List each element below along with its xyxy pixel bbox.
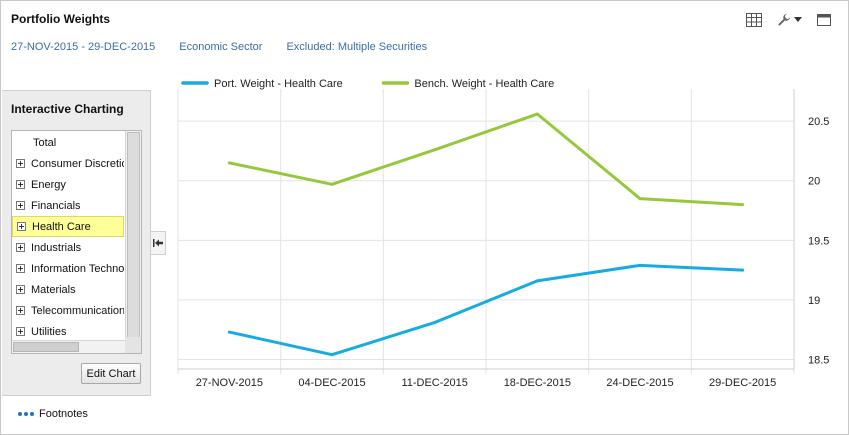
tree-item[interactable]: Consumer Discretionary [12,153,124,174]
tree-item[interactable]: Financials [12,195,124,216]
panel-title: Interactive Charting [11,102,124,116]
wrench-icon [777,14,790,26]
scrollbar-corner [125,337,141,353]
y-tick-label: 18.5 [808,354,829,366]
tree-item-label: Consumer Discretionary [31,157,124,170]
data-point[interactable] [741,268,745,272]
data-point[interactable] [330,182,334,186]
x-tick-label: 29-DEC-2015 [709,377,776,389]
tree-item-label: Information Technology [31,262,124,275]
x-tick-label: 24-DEC-2015 [606,377,673,389]
legend-label[interactable]: Bench. Weight - Health Care [414,78,554,90]
expand-plus-icon[interactable] [16,264,25,273]
x-tick-label: 04-DEC-2015 [298,377,365,389]
portfolio-weights-chart: 18.5 19 19.5 20 20.5 27-NOV-2015 04-DEC-2015 11… [177,78,829,389]
footnotes-label: Footnotes [39,408,88,420]
expand-plus-icon[interactable] [16,306,25,315]
tree-item-label: Utilities [31,325,67,338]
series-line [229,263,743,357]
tree-item[interactable]: Information Technology [12,258,124,279]
data-point[interactable] [433,148,437,152]
tree-item-label: Health Care [32,220,91,233]
data-point[interactable] [433,321,437,325]
collapse-left-icon [153,239,163,247]
x-tick-label: 27-NOV-2015 [196,377,263,389]
filter-summary: 27-NOV-2015 - 29-DEC-2015 Economic Secto… [11,41,427,53]
tree-item[interactable]: Telecommunication Services [12,300,124,321]
dropdown-caret-icon [793,17,802,22]
tree-vertical-scrollbar[interactable] [125,131,141,339]
widget-toolbar [744,11,834,29]
tree-item-label: Total [33,136,57,149]
y-tick-label: 19.5 [808,235,829,247]
data-point[interactable] [535,279,539,283]
y-tick-label: 20 [808,176,820,188]
x-tick-label: 18-DEC-2015 [504,377,571,389]
expand-plus-icon[interactable] [16,159,25,168]
data-point[interactable] [638,197,642,201]
expand-plus-icon[interactable] [16,180,25,189]
tree-item-label: Energy [31,178,66,191]
widget-title: Portfolio Weights [11,12,111,26]
tree-item-label: Industrials [31,241,82,254]
tree-item[interactable]: Materials [12,279,124,300]
expand-plus-icon[interactable] [16,243,25,252]
expand-plus-icon[interactable] [17,222,26,231]
data-point[interactable] [535,112,539,116]
data-point[interactable] [227,330,231,334]
y-tick-label: 19 [808,295,820,307]
collapse-panel-button[interactable] [150,231,166,255]
data-point[interactable] [227,161,231,165]
expand-plus-icon[interactable] [16,201,25,210]
footnotes-link[interactable]: Footnotes [18,408,88,420]
maximize-icon[interactable] [814,11,834,29]
data-point[interactable] [741,203,745,207]
table-icon[interactable] [744,11,764,29]
date-range-link[interactable]: 27-NOV-2015 - 29-DEC-2015 [11,41,156,53]
interactive-charting-panel: Interactive Charting Total Consumer Discr… [2,90,151,396]
tree-item[interactable]: Health Care [12,216,124,237]
edit-chart-button[interactable]: Edit Chart [81,363,141,384]
tree-item[interactable]: Total [12,132,124,153]
legend-label[interactable]: Port. Weight - Health Care [214,78,343,90]
x-tick-label: 11-DEC-2015 [401,377,467,389]
tree-item[interactable]: Utilities [12,321,124,342]
y-tick-label: 20.5 [808,116,829,128]
tree-horizontal-scrollbar[interactable] [12,340,126,353]
data-point[interactable] [638,263,642,267]
expand-plus-icon[interactable] [16,285,25,294]
tree-item-label: Telecommunication Services [31,304,124,317]
exclusions-link[interactable]: Excluded: Multiple Securities [286,41,428,53]
settings-menu[interactable] [774,11,804,29]
grouping-link[interactable]: Economic Sector [179,41,263,53]
data-point[interactable] [330,353,334,357]
sector-tree: Total Consumer Discretionary Energy Financi… [11,130,142,354]
more-dots-icon [18,412,34,416]
tree-item[interactable]: Industrials [12,237,124,258]
tree-item-label: Financials [31,199,81,212]
series-line [229,112,743,207]
expand-plus-icon[interactable] [16,327,25,336]
tree-item[interactable]: Energy [12,174,124,195]
tree-item-label: Materials [31,283,76,296]
